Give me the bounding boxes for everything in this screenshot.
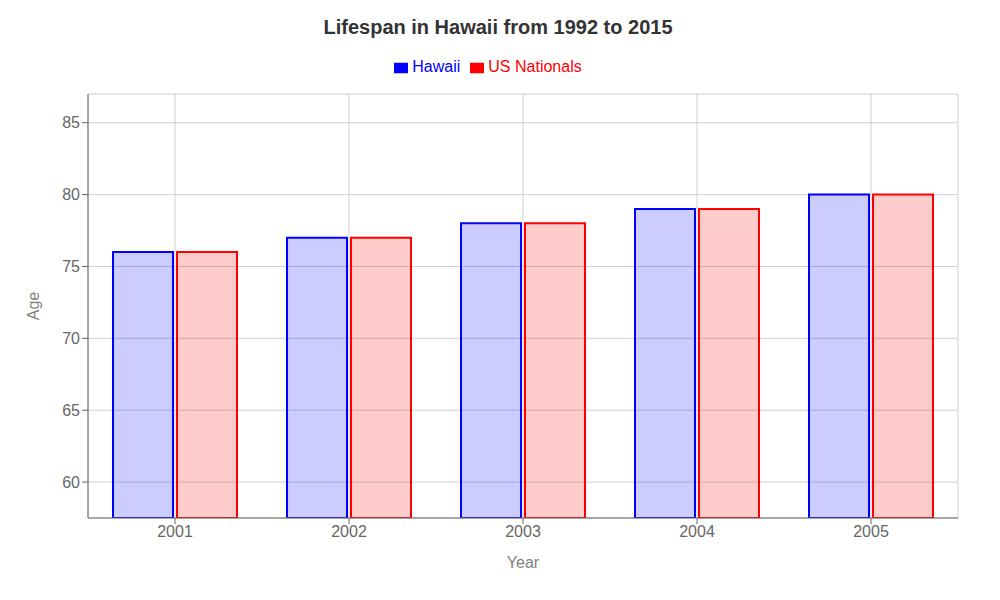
svg-text:85: 85 bbox=[62, 114, 80, 131]
html-text:Hawaii: Hawaii bbox=[412, 58, 461, 75]
svg-text:Age: Age bbox=[25, 292, 42, 321]
svg-text:60: 60 bbox=[62, 474, 80, 491]
svg-text:70: 70 bbox=[62, 330, 80, 347]
svg-text:65: 65 bbox=[62, 402, 80, 419]
svg-text:2003: 2003 bbox=[505, 523, 541, 540]
svg-text:Year: Year bbox=[507, 554, 540, 571]
svg-text:2001: 2001 bbox=[157, 523, 193, 540]
svg-text:2002: 2002 bbox=[331, 523, 367, 540]
svg-text:80: 80 bbox=[62, 186, 80, 203]
svg-text:75: 75 bbox=[62, 258, 80, 275]
html-text:Lifespan in Hawaii from 1992 t: Lifespan in Hawaii from 1992 to 2015 bbox=[323, 16, 673, 38]
html-text:US Nationals: US Nationals bbox=[488, 58, 582, 75]
svg-text:2005: 2005 bbox=[853, 523, 889, 540]
svg-text:2004: 2004 bbox=[679, 523, 715, 540]
